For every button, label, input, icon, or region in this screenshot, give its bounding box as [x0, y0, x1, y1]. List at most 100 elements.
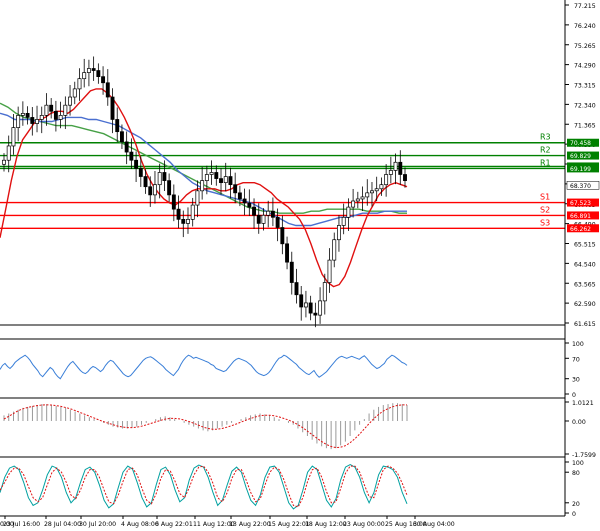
- time-tick-label: 28 Jul 04:00: [44, 521, 81, 528]
- price-tick-label: 63.565: [574, 281, 596, 288]
- candle-body: [327, 259, 332, 283]
- price-tick-label: 77.215: [574, 3, 596, 10]
- candle-body: [365, 192, 370, 198]
- stoch-tick-label: 80: [572, 470, 580, 477]
- candle-body: [6, 145, 11, 161]
- candle-body: [318, 300, 323, 316]
- time-tick-label: 18 Aug 12:00: [305, 521, 347, 528]
- stoch-tick-label: 0: [572, 511, 576, 518]
- level-labels: R370.458R269.82969.295R169.199S167.523S2…: [540, 133, 599, 233]
- candle-body: [355, 198, 360, 202]
- level-price-badge: [567, 224, 599, 233]
- candle-body: [209, 172, 214, 175]
- candle-body: [129, 151, 134, 161]
- candle-body: [261, 214, 266, 224]
- candle-body: [214, 172, 219, 179]
- candle-body: [247, 202, 252, 208]
- rsi-tick-label: 100: [572, 341, 584, 348]
- price-tick-label: 62.590: [574, 301, 596, 308]
- rsi-tick-label: 70: [572, 356, 580, 363]
- candle-body: [219, 178, 223, 184]
- candle-body: [200, 180, 205, 192]
- candle-body: [285, 243, 290, 263]
- level-price-badge: [567, 198, 599, 207]
- candle-body: [186, 218, 190, 224]
- level-price-badge: [567, 151, 599, 160]
- price-tick-label: 76.240: [574, 23, 596, 30]
- candle-body: [35, 119, 39, 124]
- level-name: S1: [540, 193, 550, 202]
- candle-body: [337, 225, 341, 241]
- candle-body: [44, 104, 49, 116]
- price-panel: 77.215 76.240 75.265 74.290 73.315 72.340 71.3…: [0, 3, 600, 328]
- candle-body: [16, 115, 21, 128]
- level-price-label: 66.262: [570, 226, 591, 233]
- candle-body: [49, 104, 54, 112]
- time-tick-label: 13 Aug 22:00: [229, 521, 271, 528]
- rsi-panel: 100 70 30 0: [0, 341, 584, 399]
- candle-body: [86, 68, 91, 73]
- candle-body: [322, 282, 327, 302]
- candle-body: [72, 88, 77, 98]
- level-name: R1: [540, 158, 551, 167]
- candle-body: [228, 176, 233, 186]
- macd-tick-label: 1.0121: [572, 400, 594, 407]
- level-price-label: 67.523: [570, 200, 591, 207]
- current-price-label: 68.370: [570, 183, 591, 190]
- stochastic-panel: 100 80 20 0: [0, 460, 584, 518]
- candle-body: [82, 72, 87, 80]
- macd-tick-label: 0.00: [572, 419, 586, 426]
- candle-body: [124, 141, 129, 153]
- price-tick-label: 74.290: [574, 63, 596, 70]
- candle-body: [30, 117, 35, 124]
- level-name: R3: [540, 133, 551, 142]
- candle-body: [308, 302, 313, 314]
- candle-body: [143, 176, 148, 188]
- candle-body: [398, 161, 403, 175]
- price-tick-label: 64.540: [574, 261, 596, 268]
- candle-body: [171, 194, 176, 210]
- candle-body: [176, 208, 181, 220]
- level-price-badge: [567, 211, 599, 220]
- candle-body: [360, 196, 365, 200]
- current-price-badge: [566, 181, 600, 190]
- candle-body: [157, 172, 162, 186]
- candle-body: [223, 176, 228, 184]
- candle-body: [403, 174, 407, 181]
- candle-body: [289, 261, 294, 283]
- price-tick-label: 65.515: [574, 242, 596, 249]
- stoch-tick-label: 20: [572, 501, 580, 508]
- candle-body: [346, 206, 351, 218]
- candle-body: [77, 78, 82, 90]
- stoch-d-line: [0, 465, 408, 508]
- candle-body: [393, 161, 398, 171]
- time-tick-label: 23 Jul 16:00: [3, 521, 40, 528]
- time-tick-label: 30 Jul 20:00: [79, 521, 116, 528]
- price-tick-label: 61.615: [574, 321, 596, 328]
- candle-body: [63, 104, 68, 116]
- macd-signal-line: [3, 404, 407, 449]
- price-tick-label: 72.340: [574, 102, 596, 109]
- candle-body: [384, 174, 389, 186]
- candle-body: [105, 82, 110, 98]
- time-tick-label: 23 Aug 00:00: [343, 521, 385, 528]
- candle-body: [11, 127, 16, 147]
- stoch-k-line: [0, 464, 408, 510]
- price-tick-label: 71.365: [574, 122, 596, 129]
- time-tick-label: 0:00: [0, 521, 14, 528]
- candle-body: [299, 294, 304, 308]
- candle-body: [270, 210, 275, 218]
- level-price-label: 66.891: [570, 213, 591, 220]
- rsi-tick-label: 0: [572, 392, 576, 399]
- candle-body: [110, 96, 115, 120]
- candle-body: [275, 216, 280, 228]
- candle-body: [256, 214, 261, 224]
- rsi-tick-label: 30: [572, 377, 580, 384]
- candle-body: [2, 159, 6, 165]
- time-tick-label: 6 Aug 22:01: [155, 521, 193, 528]
- candle-body: [134, 159, 139, 169]
- price-badges: 68.370: [566, 181, 600, 190]
- candle-body: [351, 200, 356, 208]
